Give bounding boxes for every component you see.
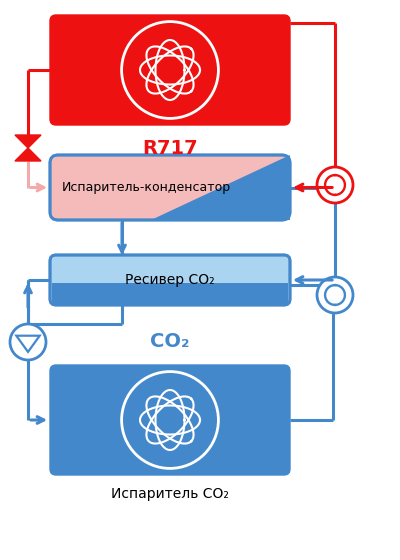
Circle shape [317,167,353,203]
Circle shape [122,22,218,118]
Text: CO₂: CO₂ [150,332,190,351]
Text: Ресивер CO₂: Ресивер CO₂ [125,273,215,287]
Text: Испаритель-конденсатор: Испаритель-конденсатор [62,181,230,194]
FancyBboxPatch shape [50,255,290,305]
Circle shape [10,324,46,360]
FancyBboxPatch shape [50,155,290,220]
FancyBboxPatch shape [50,365,290,475]
Text: R717: R717 [142,139,198,158]
Text: Испаритель CO₂: Испаритель CO₂ [111,487,229,501]
Polygon shape [151,155,290,220]
FancyBboxPatch shape [50,15,290,125]
Circle shape [317,277,353,313]
Polygon shape [15,148,41,161]
Circle shape [122,372,218,468]
Bar [52,283,288,305]
Polygon shape [15,135,41,148]
